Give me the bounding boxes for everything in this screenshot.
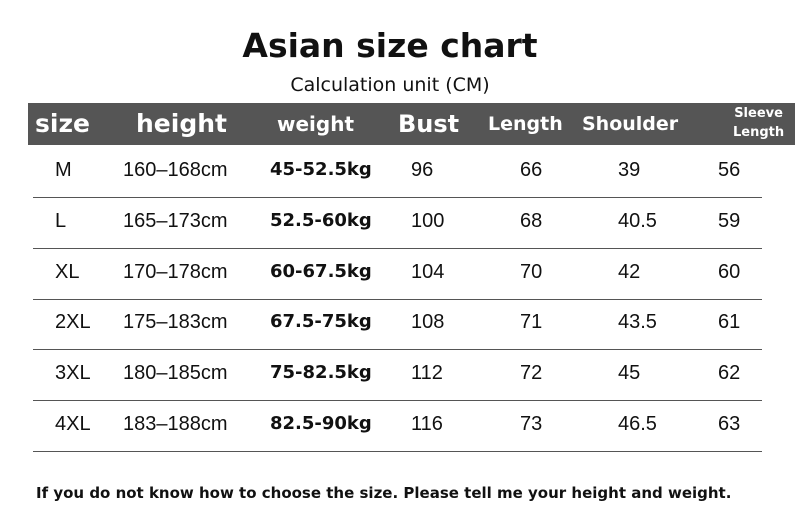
table-row: M 160–168cm 45-52.5kg 96 66 39 56 — [33, 147, 762, 198]
table-row: 3XL 180–185cm 75-82.5kg 112 72 45 62 — [33, 350, 762, 402]
table-row: L 165–173cm 52.5-60kg 100 68 40.5 59 — [33, 198, 762, 249]
header-sleeve-length-2: Length — [733, 125, 785, 140]
cell-weight: 45-52.5kg — [270, 159, 372, 180]
header-sleeve-length: Sleeve Length — [733, 104, 784, 142]
cell-height: 180–185cm — [123, 362, 228, 385]
cell-size: M — [55, 159, 72, 181]
cell-shoulder: 40.5 — [618, 209, 657, 232]
cell-size: L — [55, 209, 67, 232]
cell-size: 4XL — [55, 413, 91, 435]
cell-size: 2XL — [55, 311, 91, 334]
cell-height: 175–183cm — [123, 311, 228, 334]
cell-shoulder: 43.5 — [618, 311, 657, 334]
cell-sleeve: 59 — [718, 209, 741, 232]
header-length: Length — [488, 113, 563, 135]
header-height: height — [136, 109, 227, 138]
cell-weight: 60-67.5kg — [270, 260, 372, 282]
header-bar: size height weight Bust Length Shoulder … — [28, 103, 795, 145]
cell-shoulder: 46.5 — [618, 413, 657, 435]
cell-length: 70 — [520, 260, 543, 283]
cell-weight: 52.5-60kg — [270, 209, 372, 231]
cell-bust: 96 — [411, 159, 434, 181]
header-size: size — [35, 109, 90, 138]
cell-bust: 112 — [411, 362, 443, 385]
cell-sleeve: 60 — [718, 260, 741, 283]
cell-length: 73 — [520, 413, 543, 435]
cell-size: 3XL — [55, 362, 91, 385]
cell-length: 72 — [520, 362, 543, 385]
table-row: 4XL 183–188cm 82.5-90kg 116 73 46.5 63 — [33, 401, 762, 452]
cell-bust: 100 — [411, 209, 445, 232]
cell-height: 160–168cm — [123, 159, 228, 181]
header-weight: weight — [277, 112, 355, 136]
cell-length: 68 — [520, 209, 543, 232]
cell-bust: 108 — [411, 311, 445, 334]
cell-height: 165–173cm — [123, 209, 228, 232]
cell-shoulder: 42 — [618, 260, 641, 283]
cell-sleeve: 62 — [718, 362, 741, 385]
header-sleeve: Sleeve — [734, 106, 783, 121]
table-row: 2XL 175–183cm 67.5-75kg 108 71 43.5 61 — [33, 299, 762, 351]
cell-shoulder: 39 — [618, 159, 641, 181]
footer-note: If you do not know how to choose the siz… — [36, 484, 732, 502]
cell-size: XL — [55, 260, 80, 283]
cell-sleeve: 56 — [718, 159, 741, 181]
cell-weight: 67.5-75kg — [270, 311, 372, 333]
cell-bust: 116 — [411, 413, 443, 435]
header-shoulder: Shoulder — [582, 113, 679, 135]
cell-weight: 82.5-90kg — [270, 413, 372, 434]
cell-sleeve: 61 — [718, 311, 741, 334]
cell-length: 66 — [520, 159, 543, 181]
unit-subtitle: Calculation unit (CM) — [290, 74, 490, 96]
table-row: XL 170–178cm 60-67.5kg 104 70 42 60 — [33, 249, 762, 300]
cell-shoulder: 45 — [618, 362, 641, 385]
cell-height: 183–188cm — [123, 413, 228, 435]
cell-length: 71 — [520, 311, 543, 334]
header-bust: Bust — [398, 110, 460, 138]
cell-weight: 75-82.5kg — [270, 362, 372, 384]
cell-bust: 104 — [411, 260, 445, 283]
chart-title: Asian size chart — [242, 26, 538, 65]
cell-sleeve: 63 — [718, 413, 741, 435]
cell-height: 170–178cm — [123, 260, 228, 283]
